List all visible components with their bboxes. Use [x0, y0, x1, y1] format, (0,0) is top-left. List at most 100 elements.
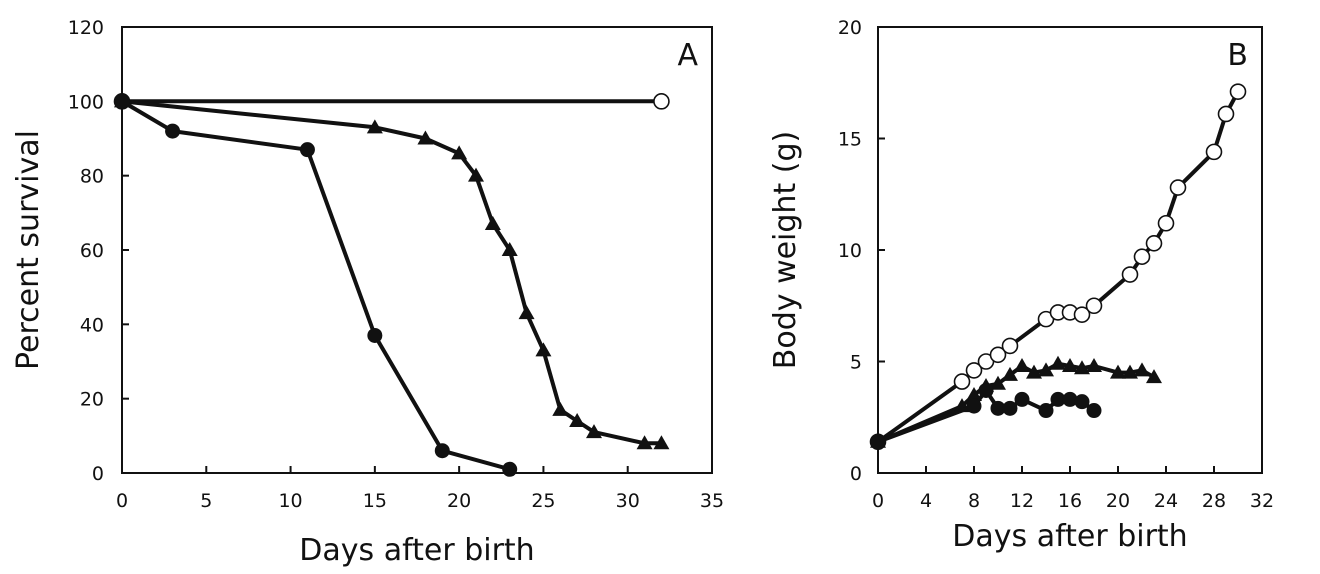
data-point-open-circle [653, 93, 670, 110]
x-tick-label: 0 [116, 490, 128, 512]
x-tick-label: 28 [1202, 490, 1226, 512]
data-point-triangle [451, 145, 468, 160]
y-tick-label: 20 [80, 389, 104, 411]
x-tick-label: 15 [363, 490, 387, 512]
data-point-filled-circle [434, 443, 450, 459]
x-tick-label: 20 [1106, 490, 1130, 512]
x-tick-label: 12 [1010, 490, 1034, 512]
y-tick-label: 100 [68, 91, 104, 113]
data-point-triangle [535, 342, 552, 357]
panel-B: 0 4 8 12 16 20 24 28 32 0 5 10 15 20 Days after birth B… [768, 17, 1274, 554]
data-point-triangle [586, 424, 602, 439]
data-point-filled-circle [1014, 391, 1030, 407]
data-point-open-circle [1205, 143, 1223, 161]
series-line [121, 99, 662, 446]
panel-A: 0 5 10 15 20 25 30 35 0 20 40 60 80 100 120 Days after … [11, 17, 724, 568]
data-point-open-circle [1001, 337, 1019, 355]
data-point-filled-circle [978, 382, 994, 398]
data-point-filled-circle [1038, 403, 1054, 419]
x-tick-label: 4 [920, 490, 932, 512]
data-point-open-circle [1157, 214, 1175, 232]
data-point-triangle [1062, 357, 1078, 372]
data-point-triangle [1122, 364, 1138, 379]
data-point-triangle [636, 435, 653, 450]
data-point-triangle [1074, 360, 1090, 375]
data-point-open-circle [965, 362, 983, 379]
data-point-triangle [990, 375, 1006, 390]
y-axis-label: Percent survival [11, 130, 46, 370]
data-point-open-circle [989, 346, 1007, 364]
data-point-triangle [1134, 362, 1150, 377]
x-tick-label: 24 [1154, 490, 1178, 512]
data-point-triangle [501, 242, 518, 256]
data-point-filled-circle [114, 93, 130, 109]
x-tick-label: 0 [872, 490, 884, 512]
x-tick-label: 8 [968, 490, 980, 512]
y-tick-label: 0 [850, 463, 862, 485]
data-point-triangle [518, 305, 535, 320]
series-filled-circle [114, 93, 518, 477]
data-point-open-circle [1133, 248, 1151, 265]
x-tick-label: 35 [700, 490, 724, 512]
data-point-triangle [417, 130, 434, 145]
series-filled-circle [870, 382, 1102, 450]
x-tick-label: 20 [447, 490, 471, 512]
data-point-filled-circle [299, 142, 315, 158]
data-point-triangle [1014, 357, 1030, 372]
y-tick-label: 80 [80, 166, 104, 188]
panel-label: B [1227, 38, 1248, 73]
data-point-triangle [366, 119, 383, 134]
data-point-triangle [1038, 362, 1054, 377]
series-filled-triangle [114, 93, 670, 450]
y-tick-label: 15 [838, 129, 862, 151]
data-point-triangle [552, 401, 569, 416]
data-point-filled-circle [990, 400, 1006, 416]
data-point-filled-circle [165, 123, 181, 139]
x-tick-label: 10 [278, 490, 302, 512]
y-axis-label: Body weight (g) [768, 131, 803, 369]
data-point-open-circle [953, 373, 971, 390]
data-point-open-circle [1121, 266, 1139, 283]
data-point-triangle [1026, 364, 1042, 379]
data-point-filled-circle [1050, 391, 1066, 407]
x-axis-label: Days after birth [952, 519, 1187, 554]
x-tick-label: 30 [616, 490, 640, 512]
y-tick-label: 10 [838, 240, 862, 262]
data-point-filled-circle [1074, 394, 1090, 410]
y-tick-label: 5 [850, 352, 862, 374]
data-point-filled-circle [502, 461, 518, 477]
data-point-filled-circle [966, 398, 982, 414]
data-point-open-circle [1145, 235, 1163, 252]
panel-label: A [677, 38, 698, 73]
data-point-triangle [569, 412, 586, 427]
data-point-triangle [1146, 369, 1162, 384]
data-point-triangle [484, 215, 501, 230]
y-tick-label: 20 [838, 17, 862, 39]
data-point-triangle [1002, 366, 1018, 381]
x-tick-label: 5 [200, 490, 212, 512]
x-tick-label: 25 [531, 490, 555, 512]
y-tick-label: 40 [80, 314, 104, 336]
data-point-triangle [1110, 364, 1126, 379]
data-point-triangle [653, 435, 670, 450]
data-point-filled-circle [1002, 400, 1018, 416]
data-point-filled-circle [1062, 391, 1078, 407]
data-point-triangle [966, 386, 982, 401]
series-line [876, 90, 1240, 444]
data-point-open-circle [1169, 179, 1187, 196]
data-point-open-circle [1085, 297, 1103, 315]
data-point-triangle [1050, 355, 1066, 370]
data-point-filled-circle [367, 327, 383, 343]
x-tick-label: 32 [1250, 490, 1274, 512]
data-point-triangle [468, 167, 484, 182]
data-point-open-circle [1229, 83, 1247, 100]
series-open-circle [113, 93, 670, 110]
x-tick-label: 16 [1058, 490, 1082, 512]
data-point-triangle [1086, 357, 1102, 372]
data-point-open-circle [1073, 306, 1091, 323]
x-axis-label: Days after birth [299, 533, 534, 568]
series-line [120, 99, 511, 472]
y-tick-label: 60 [80, 240, 104, 262]
data-point-filled-circle [870, 434, 886, 450]
